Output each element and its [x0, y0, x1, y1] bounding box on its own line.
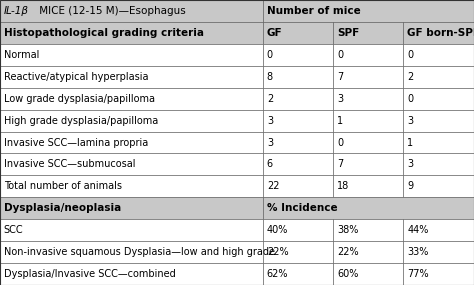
Text: High grade dysplasia/papilloma: High grade dysplasia/papilloma: [4, 116, 158, 126]
Text: 60%: 60%: [337, 269, 358, 279]
Bar: [0, 132, 263, 153]
Text: 1: 1: [337, 116, 343, 126]
Text: 0: 0: [407, 50, 413, 60]
Bar: [403, 110, 474, 132]
Bar: [0, 44, 263, 66]
Text: Total number of animals: Total number of animals: [4, 181, 122, 191]
Bar: [263, 241, 333, 263]
Text: Invasive SCC—submucosal: Invasive SCC—submucosal: [4, 159, 135, 169]
Text: Dysplasia/neoplasia: Dysplasia/neoplasia: [4, 203, 121, 213]
Bar: [403, 44, 474, 66]
Text: Dysplasia/Invasive SCC—combined: Dysplasia/Invasive SCC—combined: [4, 269, 175, 279]
Text: 0: 0: [407, 94, 413, 104]
Bar: [263, 110, 333, 132]
Bar: [333, 153, 403, 175]
Text: 22%: 22%: [337, 247, 359, 257]
Bar: [263, 175, 333, 197]
Bar: [263, 153, 333, 175]
Bar: [403, 153, 474, 175]
Text: 22: 22: [267, 181, 279, 191]
Text: 62%: 62%: [267, 269, 288, 279]
Bar: [263, 263, 333, 285]
Text: 0: 0: [267, 50, 273, 60]
Bar: [333, 66, 403, 88]
Bar: [263, 88, 333, 110]
Bar: [0, 153, 263, 175]
Text: % Incidence: % Incidence: [267, 203, 337, 213]
Bar: [263, 219, 333, 241]
Bar: [403, 88, 474, 110]
Bar: [403, 66, 474, 88]
Bar: [403, 132, 474, 153]
Text: Normal: Normal: [4, 50, 39, 60]
Bar: [333, 22, 403, 44]
Bar: [333, 263, 403, 285]
Bar: [263, 132, 333, 153]
Text: SCC: SCC: [4, 225, 23, 235]
Bar: [403, 175, 474, 197]
Text: Invasive SCC—lamina propria: Invasive SCC—lamina propria: [4, 137, 148, 148]
Text: 2: 2: [407, 72, 413, 82]
Bar: [0, 22, 263, 44]
Bar: [263, 22, 333, 44]
Text: SPF: SPF: [337, 28, 359, 38]
Bar: [333, 241, 403, 263]
Text: 7: 7: [337, 159, 343, 169]
Text: 1: 1: [407, 137, 413, 148]
Bar: [403, 241, 474, 263]
Text: 0: 0: [337, 50, 343, 60]
Text: Non-invasive squamous Dysplasia—low and high grade: Non-invasive squamous Dysplasia—low and …: [4, 247, 275, 257]
Bar: [333, 110, 403, 132]
Text: IL-1β: IL-1β: [4, 6, 29, 16]
Text: 3: 3: [267, 137, 273, 148]
Bar: [263, 0, 474, 22]
Text: GF: GF: [267, 28, 283, 38]
Bar: [333, 44, 403, 66]
Text: Low grade dysplasia/papilloma: Low grade dysplasia/papilloma: [4, 94, 155, 104]
Text: Number of mice: Number of mice: [267, 6, 361, 16]
Text: 3: 3: [407, 159, 413, 169]
Bar: [263, 66, 333, 88]
Bar: [403, 219, 474, 241]
Text: 6: 6: [267, 159, 273, 169]
Text: 38%: 38%: [337, 225, 358, 235]
Text: Histopathological grading criteria: Histopathological grading criteria: [4, 28, 204, 38]
Text: Reactive/atypical hyperplasia: Reactive/atypical hyperplasia: [4, 72, 148, 82]
Bar: [403, 22, 474, 44]
Text: 2: 2: [267, 94, 273, 104]
Bar: [0, 197, 263, 219]
Bar: [0, 241, 263, 263]
Bar: [0, 88, 263, 110]
Text: 3: 3: [407, 116, 413, 126]
Bar: [0, 0, 263, 22]
Text: 33%: 33%: [407, 247, 428, 257]
Text: 40%: 40%: [267, 225, 288, 235]
Text: 9: 9: [407, 181, 413, 191]
Text: 0: 0: [337, 137, 343, 148]
Text: MICE (12-15 M)—Esophagus: MICE (12-15 M)—Esophagus: [36, 6, 186, 16]
Bar: [333, 88, 403, 110]
Bar: [403, 263, 474, 285]
Bar: [333, 132, 403, 153]
Text: 3: 3: [267, 116, 273, 126]
Bar: [0, 263, 263, 285]
Bar: [333, 175, 403, 197]
Bar: [333, 219, 403, 241]
Text: 44%: 44%: [407, 225, 428, 235]
Bar: [0, 110, 263, 132]
Text: 18: 18: [337, 181, 349, 191]
Text: 3: 3: [337, 94, 343, 104]
Text: GF born-SPF: GF born-SPF: [407, 28, 474, 38]
Bar: [0, 175, 263, 197]
Text: 7: 7: [337, 72, 343, 82]
Bar: [0, 66, 263, 88]
Text: 22%: 22%: [267, 247, 289, 257]
Bar: [0, 219, 263, 241]
Bar: [263, 197, 474, 219]
Bar: [263, 44, 333, 66]
Text: 77%: 77%: [407, 269, 429, 279]
Text: 8: 8: [267, 72, 273, 82]
